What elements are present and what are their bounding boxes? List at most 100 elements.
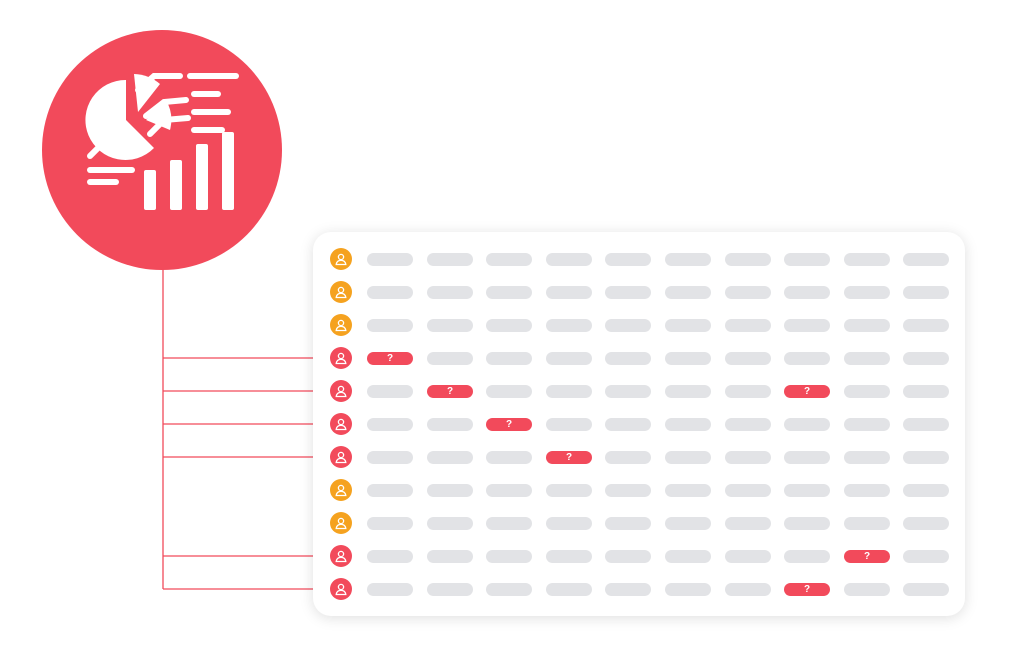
table-row bbox=[313, 281, 965, 303]
table-cell bbox=[486, 319, 532, 332]
user-avatar-icon bbox=[330, 347, 352, 369]
table-row: ? bbox=[313, 413, 965, 435]
table-cell bbox=[725, 550, 771, 563]
table-cell bbox=[784, 352, 830, 365]
table-cell bbox=[725, 451, 771, 464]
table-cell bbox=[784, 550, 830, 563]
table-cell bbox=[844, 418, 890, 431]
table-cell bbox=[725, 319, 771, 332]
user-avatar-icon bbox=[330, 512, 352, 534]
table-cell bbox=[784, 286, 830, 299]
table-cell bbox=[725, 517, 771, 530]
table-cell bbox=[486, 517, 532, 530]
table-row: ?? bbox=[313, 380, 965, 402]
table-cell bbox=[367, 550, 413, 563]
user-avatar-icon bbox=[330, 380, 352, 402]
table-cell bbox=[367, 319, 413, 332]
table-cell bbox=[665, 319, 711, 332]
table-cell bbox=[725, 583, 771, 596]
table-cell bbox=[665, 583, 711, 596]
table-cell bbox=[546, 253, 592, 266]
user-avatar-icon bbox=[330, 446, 352, 468]
table-cell bbox=[903, 352, 949, 365]
table-cell bbox=[665, 253, 711, 266]
table-cell bbox=[546, 319, 592, 332]
table-cell bbox=[903, 319, 949, 332]
table-cell bbox=[844, 583, 890, 596]
table-cell bbox=[725, 484, 771, 497]
table-cell bbox=[367, 253, 413, 266]
table-cell bbox=[486, 583, 532, 596]
table-cell bbox=[903, 253, 949, 266]
table-row: ? bbox=[313, 545, 965, 567]
table-cell bbox=[903, 451, 949, 464]
table-cell bbox=[605, 550, 651, 563]
table-cell bbox=[486, 352, 532, 365]
table-cell bbox=[903, 418, 949, 431]
table-cell bbox=[486, 385, 532, 398]
table-cell bbox=[903, 550, 949, 563]
table-cell bbox=[427, 418, 473, 431]
table-cell bbox=[665, 517, 711, 530]
table-cell bbox=[427, 286, 473, 299]
table-cell bbox=[665, 484, 711, 497]
table-cell bbox=[784, 517, 830, 530]
table-row: ? bbox=[313, 347, 965, 369]
table-cell bbox=[844, 385, 890, 398]
table-cell bbox=[486, 253, 532, 266]
table-cell bbox=[605, 319, 651, 332]
user-avatar-icon bbox=[330, 479, 352, 501]
user-avatar-icon bbox=[330, 281, 352, 303]
flagged-cell: ? bbox=[546, 451, 592, 464]
table-cell bbox=[367, 451, 413, 464]
table-cell bbox=[784, 319, 830, 332]
table-cell bbox=[546, 385, 592, 398]
table-cell bbox=[427, 352, 473, 365]
table-cell bbox=[903, 517, 949, 530]
table-cell bbox=[784, 451, 830, 464]
table-cell bbox=[427, 517, 473, 530]
table-cell bbox=[605, 286, 651, 299]
table-cell bbox=[367, 484, 413, 497]
table-cell bbox=[725, 418, 771, 431]
table-cell bbox=[844, 286, 890, 299]
table-cell bbox=[367, 517, 413, 530]
table-cell bbox=[665, 451, 711, 464]
table-cell bbox=[546, 517, 592, 530]
table-cell bbox=[367, 583, 413, 596]
table-cell bbox=[725, 253, 771, 266]
data-table-card: ??????? bbox=[313, 232, 965, 616]
table-row: ? bbox=[313, 578, 965, 600]
table-cell bbox=[486, 550, 532, 563]
table-row bbox=[313, 479, 965, 501]
table-cell bbox=[367, 418, 413, 431]
table-cell bbox=[367, 286, 413, 299]
table-row: ? bbox=[313, 446, 965, 468]
table-cell bbox=[546, 418, 592, 431]
table-row bbox=[313, 248, 965, 270]
table-cell bbox=[605, 583, 651, 596]
user-avatar-icon bbox=[330, 545, 352, 567]
table-cell bbox=[665, 550, 711, 563]
analytics-badge bbox=[42, 30, 282, 270]
user-avatar-icon bbox=[330, 248, 352, 270]
user-avatar-icon bbox=[330, 578, 352, 600]
table-row bbox=[313, 314, 965, 336]
table-cell bbox=[427, 550, 473, 563]
table-cell bbox=[427, 253, 473, 266]
table-cell bbox=[665, 418, 711, 431]
analytics-chart-icon bbox=[85, 73, 239, 210]
table-cell bbox=[665, 385, 711, 398]
table-cell bbox=[725, 352, 771, 365]
table-cell bbox=[844, 517, 890, 530]
table-cell bbox=[844, 253, 890, 266]
table-cell bbox=[725, 286, 771, 299]
table-cell bbox=[903, 583, 949, 596]
table-cell bbox=[367, 385, 413, 398]
table-cell bbox=[546, 484, 592, 497]
table-cell bbox=[486, 451, 532, 464]
user-avatar-icon bbox=[330, 314, 352, 336]
table-cell bbox=[903, 385, 949, 398]
table-cell bbox=[427, 583, 473, 596]
